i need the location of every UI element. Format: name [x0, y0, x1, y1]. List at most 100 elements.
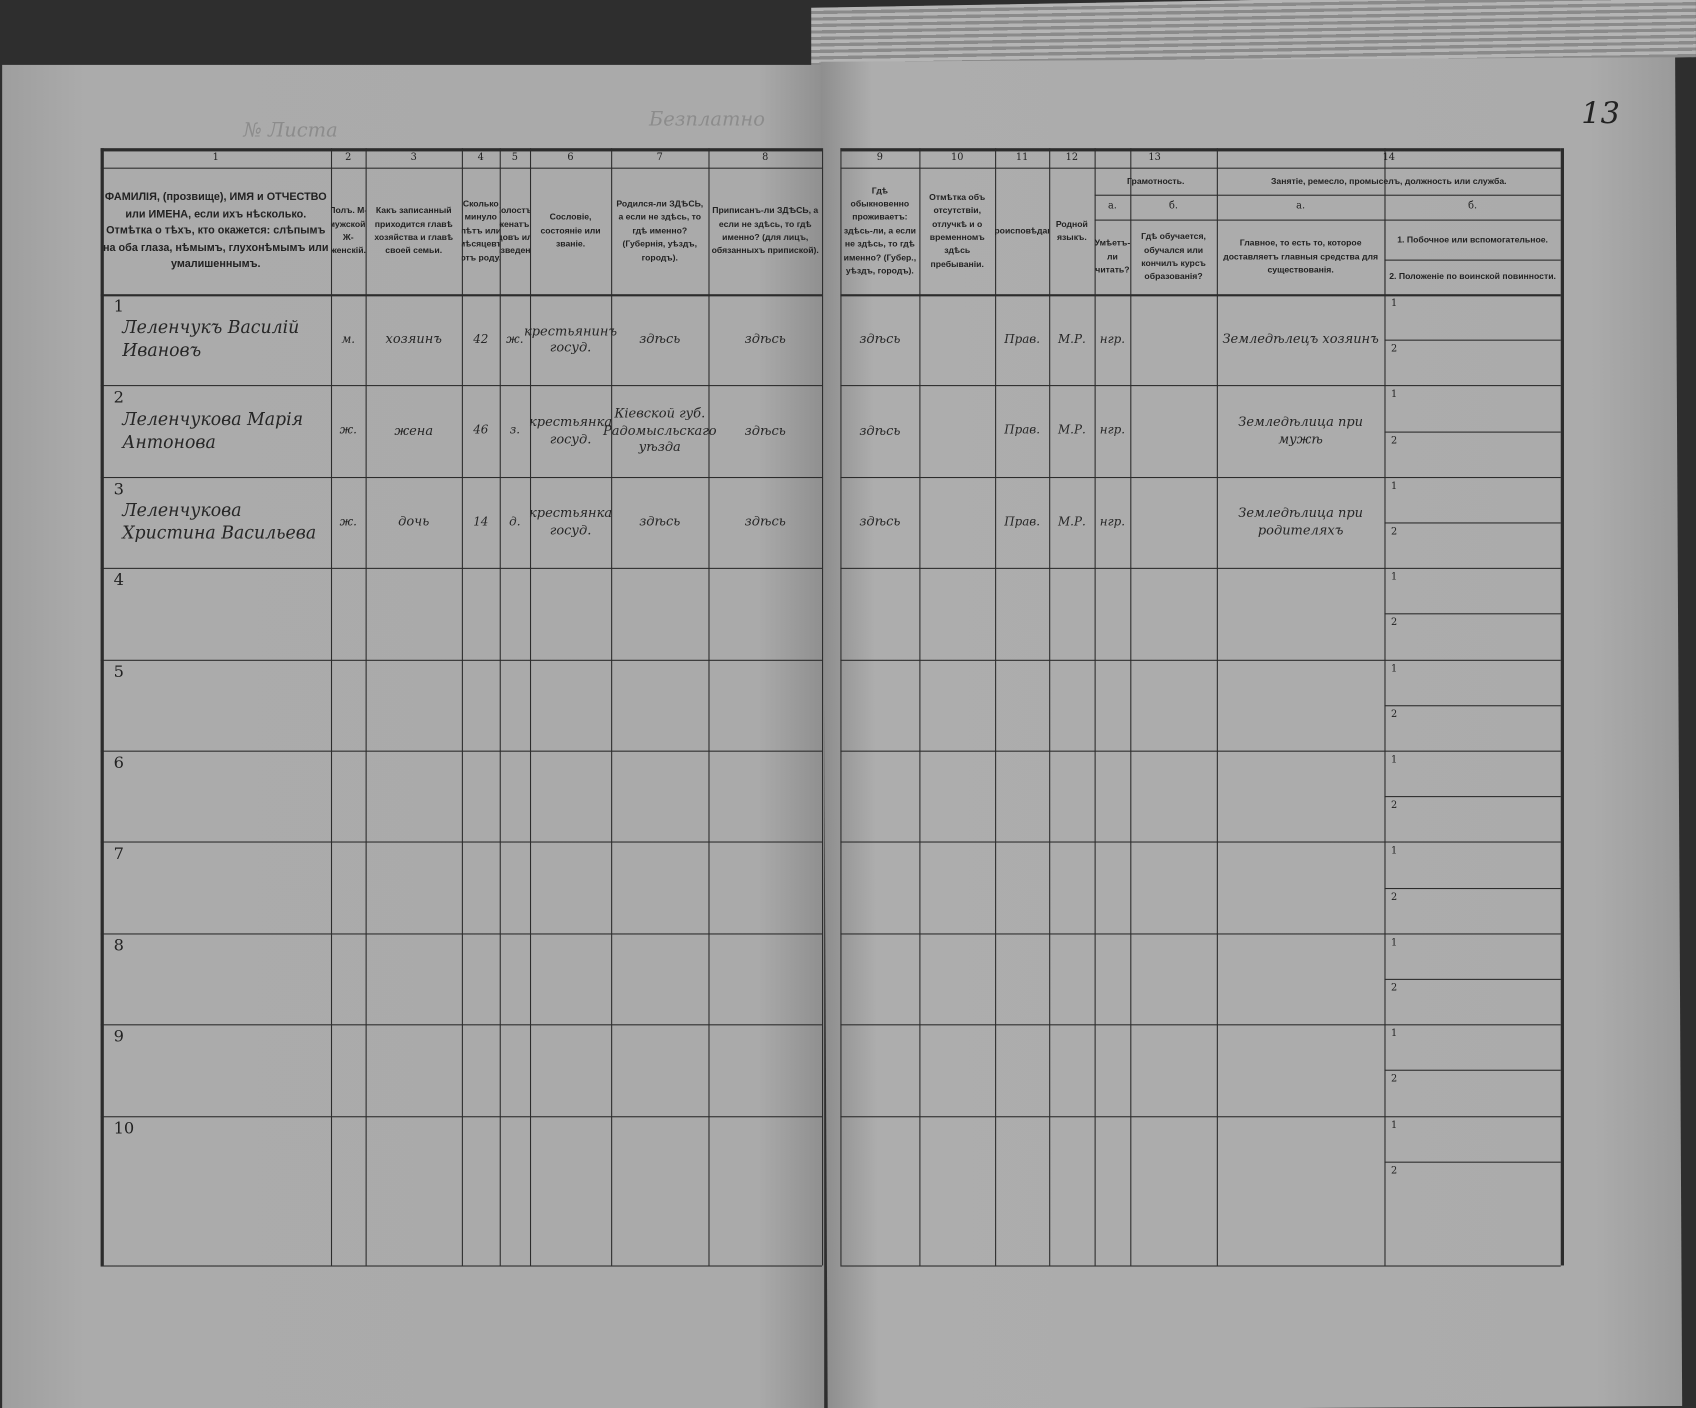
column-header: Гдѣ обыкновенно проживаетъ: здѣсь-ли, а … [843, 185, 917, 276]
rule-line [708, 148, 710, 1266]
row-number: 9 [113, 1026, 124, 1047]
rule-line [100, 385, 823, 387]
rule-line [100, 294, 823, 297]
rule-line [365, 148, 367, 1266]
column-sub-letter: а. [1107, 201, 1117, 213]
handwritten-marital: з. [509, 423, 520, 438]
sub-line-1: 1 [1390, 481, 1398, 492]
row-number: 7 [113, 844, 124, 864]
rule-line [100, 841, 823, 843]
rule-line [100, 148, 104, 1266]
handwritten-name: Леленчукова Марія Антонова [122, 408, 304, 452]
sub-line-1: 1 [1390, 754, 1398, 766]
column-header: Родной языкъ. [1055, 219, 1088, 243]
page-number: 13 [1581, 95, 1620, 131]
sub-line-1: 1 [1390, 846, 1398, 858]
sub-line-2: 2 [1390, 526, 1398, 538]
handwritten-religion: Прав. [1004, 332, 1041, 347]
column-number: 2 [345, 152, 352, 164]
handwritten-registered: здѣсь [744, 331, 786, 347]
rule-line [840, 1265, 1561, 1267]
column-header: ФАМИЛІЯ, (прозвище), ИМЯ и ОТЧЕСТВО или … [103, 191, 329, 271]
column-sub-letter: б. [1169, 201, 1179, 213]
column-header-14b-2: 2. Положеніе по воинской повинности. [1389, 271, 1556, 282]
rule-line [100, 750, 823, 752]
sub-line-1: 1 [1390, 298, 1398, 310]
column-header: Холостъ, женатъ, вдовъ или разведенъ. [500, 205, 530, 256]
handwritten-language: М.Р. [1057, 423, 1086, 438]
handwritten-name: Леленчукова Христина Васильева [122, 499, 317, 543]
column-header: Полъ. М-мужской. Ж-женскій. [330, 205, 366, 256]
column-number: 13 [1148, 152, 1161, 164]
rule-line [840, 385, 1561, 387]
sub-line-2: 2 [1390, 709, 1398, 721]
column-number: 6 [567, 152, 574, 164]
rule-line [1384, 1070, 1561, 1072]
sub-line-2: 2 [1390, 618, 1398, 629]
handwritten-sex: ж. [339, 514, 357, 529]
column-header: Родился-ли ЗДѢСЬ, а если не здѣсь, то гд… [616, 199, 704, 263]
column-number: 11 [1015, 152, 1029, 164]
column-number: 4 [477, 152, 484, 164]
sub-line-2: 2 [1390, 435, 1398, 447]
sub-line-1: 1 [1390, 937, 1398, 949]
column-sub-letter: а. [1296, 201, 1306, 213]
rule-line [499, 148, 501, 1266]
column-number: 7 [656, 152, 663, 164]
handwritten-estate: крестьянка госуд. [529, 505, 613, 538]
rule-line [330, 148, 333, 1266]
rule-line [100, 659, 823, 661]
handwritten-age: 42 [473, 332, 489, 347]
sub-line-1: 1 [1390, 1028, 1398, 1040]
sub-line-2: 2 [1390, 1074, 1398, 1086]
rule-line [840, 476, 1561, 478]
handwritten-language: М.Р. [1057, 332, 1086, 347]
handwritten-born: здѣсь [639, 331, 681, 347]
handwritten-registered: здѣсь [744, 422, 786, 438]
handwritten-marital: ж. [506, 332, 524, 347]
row-number: 2 [113, 387, 124, 408]
rule-line [100, 1265, 823, 1267]
rule-line [1560, 148, 1564, 1266]
handwritten-age: 14 [473, 514, 489, 529]
column-header: Какъ записанный приходится главѣ хозяйст… [374, 205, 454, 256]
rule-line [100, 933, 823, 935]
rule-line [840, 167, 1561, 169]
column-number: 8 [762, 152, 769, 164]
handwritten-occupation: Земледѣлецъ хозяинъ [1222, 331, 1379, 347]
rule-line [100, 568, 823, 570]
sub-line-1: 1 [1390, 572, 1398, 584]
rule-line [1130, 148, 1132, 1266]
rule-line [100, 1115, 823, 1117]
rule-line [100, 148, 823, 152]
column-number: 10 [951, 152, 964, 164]
rule-line [919, 148, 921, 1266]
handwritten-reads: нгр. [1099, 332, 1126, 347]
column-header: Сколько минуло лѣтъ или мѣсяцевъ отъ род… [461, 199, 500, 263]
column-header: Отмѣтка объ отсутствіи, отлучкѣ и о врем… [929, 192, 986, 270]
row-number: 3 [113, 478, 124, 499]
sub-line-1: 1 [1390, 663, 1398, 675]
row-number: 4 [113, 570, 124, 590]
rule-line [995, 148, 997, 1266]
handwritten-sex: м. [341, 332, 356, 347]
handwritten-occupation: Земледѣлица при мужѣ [1238, 414, 1363, 447]
rule-line [1384, 704, 1561, 707]
handwritten-age: 46 [473, 423, 489, 438]
column-number: 5 [511, 152, 518, 164]
row-number: 8 [113, 935, 124, 955]
column-number: 14 [1382, 152, 1395, 164]
sub-line-2: 2 [1390, 800, 1398, 812]
rule-line [840, 750, 1561, 752]
column-header: Вѣроисповѣданіе. [995, 225, 1049, 236]
column-header: Приписанъ-ли ЗДѢСЬ, а если не здѣсь, то … [711, 205, 819, 256]
handwritten-relation: жена [394, 422, 434, 438]
handwritten-estate: крестьянинъ госуд. [524, 322, 618, 355]
rule-line [840, 568, 1561, 570]
sub-line-1: 1 [1390, 1120, 1398, 1131]
sheet-number-stamp: № Листа [243, 118, 338, 142]
rule-line [1384, 259, 1561, 261]
handwritten-language: М.Р. [1057, 514, 1086, 529]
